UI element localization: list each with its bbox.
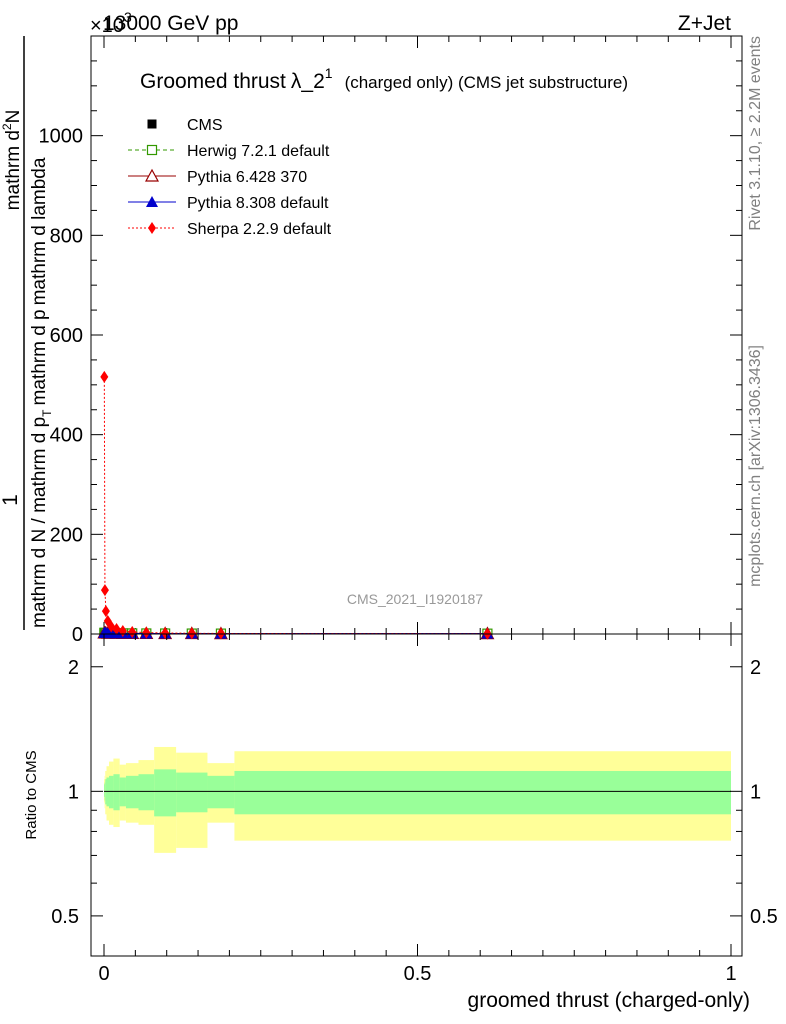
ratio-band-inner — [176, 772, 208, 813]
ratio-band-inner — [119, 777, 126, 807]
y-label-den-sub: T — [40, 409, 54, 417]
legend-label: Sherpa 2.2.9 default — [187, 221, 332, 238]
legend-label: CMS — [187, 117, 223, 134]
watermark: CMS_2021_I1920187 — [347, 591, 483, 607]
x-tick-label: 1 — [725, 963, 736, 985]
chart-title: Groomed thrust λ_21 (charged only) (CMS je… — [140, 65, 628, 93]
ratio-y-tick-label-right: 1 — [750, 781, 761, 803]
rivet-version: Rivet 3.1.10, ≥ 2.2M events — [747, 36, 764, 231]
y-exponent: ×103 — [90, 9, 132, 37]
main-y-tick-label: 600 — [50, 325, 83, 347]
main-y-tick-label: 400 — [50, 425, 83, 447]
chart-title-main: Groomed thrust — [140, 70, 286, 93]
y-label-denominator: mathrm d N / mathrm d pTmathrm d p mathrm… — [29, 157, 54, 628]
legend-marker — [146, 144, 158, 156]
chart-title-suffix: (charged only) (CMS jet substructure) — [345, 73, 628, 92]
ratio-band-inner — [234, 770, 731, 815]
chart-title-lambda: λ_2 — [291, 70, 325, 93]
ratio-band-inner — [104, 784, 105, 797]
ratio-band-inner — [154, 769, 177, 817]
y-label-den-main: mathrm d N / mathrm d p — [29, 417, 50, 628]
energy-label: 13000 GeV pp — [103, 12, 238, 35]
data-point — [101, 605, 110, 618]
legend-label: Herwig 7.2.1 default — [187, 143, 330, 160]
ratio-y-tick-label: 2 — [68, 657, 79, 679]
ratio-plot-frame — [90, 633, 743, 957]
mcplots-credit: mcplots.cern.ch [arXiv:1306.3436] — [747, 345, 764, 587]
y-label-numerator: mathrm d2N — [0, 110, 24, 211]
data-point — [142, 626, 151, 639]
ratio-band-inner — [207, 775, 235, 809]
y-exponent-power: 3 — [124, 9, 132, 25]
ratio-band-inner — [106, 777, 110, 807]
ratio-y-tick-label: 1 — [68, 781, 79, 803]
legend-label: Pythia 6.428 370 — [187, 169, 307, 186]
x-tick-label: 0 — [98, 963, 109, 985]
legend-marker — [144, 168, 160, 182]
main-y-tick-label: 0 — [72, 624, 83, 646]
ratio-band-inner — [109, 775, 114, 809]
main-plot: 0 200 400 600 800 1000 CMS_2021_I1920187 — [39, 35, 743, 646]
ratio-band-inner — [113, 774, 120, 811]
legend-marker — [148, 222, 156, 234]
y-label-num-n: N — [3, 110, 24, 124]
data-point — [100, 584, 109, 597]
data-point — [128, 626, 137, 639]
data-point — [112, 623, 121, 636]
main-y-tick-label: 800 — [50, 225, 83, 247]
y-label-num-sup: 2 — [0, 123, 14, 130]
ratio-y-axis-label: Ratio to CMS — [23, 750, 40, 839]
main-y-tick-label: 1000 — [39, 126, 84, 148]
y-label-den-mid: mathrm d p — [29, 309, 50, 405]
ratio-band-inner — [125, 775, 139, 809]
x-axis-label: groomed thrust (charged-only) — [468, 989, 750, 1012]
ratio-band-inner — [138, 774, 155, 811]
ratio-y-tick-label: 0.5 — [51, 906, 79, 928]
main-y-tick-label: 200 — [50, 524, 83, 546]
legend: CMS Herwig 7.2.1 default Pythia 6.428 370 P… — [128, 117, 332, 238]
ratio-y-tick-label-right: 0.5 — [750, 906, 778, 928]
ratio-plot: 0.5 0.5 1 1 2 2 0 0.5 1 — [51, 633, 778, 985]
data-point — [100, 370, 109, 383]
x-tick-label: 0.5 — [404, 963, 432, 985]
y-label-den-tail: mathrm d lambda — [29, 157, 50, 305]
legend-marker — [147, 119, 157, 129]
legend-marker — [146, 196, 158, 207]
y-axis-label: 1 mathrm d2N mathrm d N / mathrm d pTmat… — [0, 36, 54, 630]
data-point — [187, 627, 196, 640]
y-label-one: 1 — [0, 494, 22, 506]
y-exponent-base: ×10 — [90, 15, 124, 37]
legend-label: Pythia 8.308 default — [187, 195, 329, 212]
process-label: Z+Jet — [678, 12, 731, 35]
chart-title-sup: 1 — [325, 65, 333, 81]
y-label-num-d: mathrm d — [3, 130, 24, 210]
ratio-y-tick-label-right: 2 — [750, 657, 761, 679]
